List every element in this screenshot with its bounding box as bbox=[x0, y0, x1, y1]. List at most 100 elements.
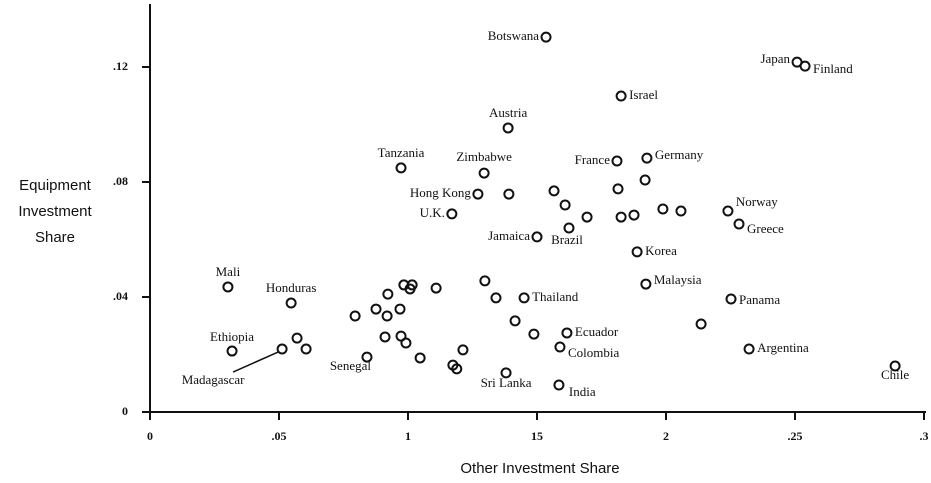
point bbox=[509, 315, 521, 327]
point bbox=[733, 218, 745, 230]
point-label: Germany bbox=[655, 147, 704, 162]
y-axis-label: Share bbox=[35, 229, 75, 246]
point bbox=[395, 162, 407, 174]
point bbox=[799, 60, 811, 72]
y-tick-label: .12 bbox=[113, 59, 128, 73]
point-label: Sri Lanka bbox=[481, 375, 532, 390]
point bbox=[612, 183, 624, 195]
point bbox=[657, 203, 669, 215]
point bbox=[639, 174, 651, 186]
point-label: Panama bbox=[739, 292, 780, 307]
point-label: Ecuador bbox=[575, 324, 619, 339]
point-label: Austria bbox=[489, 105, 528, 120]
point bbox=[503, 188, 515, 200]
point bbox=[300, 343, 312, 355]
point bbox=[285, 297, 297, 309]
point bbox=[889, 360, 901, 372]
point bbox=[611, 155, 623, 167]
x-tick-label: 0 bbox=[147, 429, 153, 443]
point-label: Madagascar bbox=[182, 372, 245, 387]
point-label: Hong Kong bbox=[410, 185, 472, 200]
y-tick-label: .08 bbox=[113, 174, 128, 188]
point-label: India bbox=[569, 384, 596, 399]
point bbox=[361, 351, 373, 363]
point bbox=[479, 275, 491, 287]
point bbox=[406, 279, 418, 291]
point bbox=[490, 292, 502, 304]
point-label: Colombia bbox=[568, 345, 620, 360]
point bbox=[581, 211, 593, 223]
x-tick-label: 2 bbox=[663, 429, 669, 443]
x-tick-label: .25 bbox=[788, 429, 803, 443]
point bbox=[615, 90, 627, 102]
point-label: Argentina bbox=[757, 340, 809, 355]
y-tick-label: 0 bbox=[122, 404, 128, 418]
point bbox=[222, 281, 234, 293]
point-label: Thailand bbox=[532, 289, 579, 304]
point-label: Greece bbox=[747, 221, 784, 236]
point bbox=[226, 345, 238, 357]
point bbox=[382, 288, 394, 300]
point bbox=[548, 185, 560, 197]
point bbox=[722, 205, 734, 217]
point bbox=[500, 367, 512, 379]
point bbox=[430, 282, 442, 294]
y-axis-label: Equipment bbox=[19, 177, 92, 194]
point bbox=[478, 167, 490, 179]
point bbox=[563, 222, 575, 234]
point bbox=[553, 379, 565, 391]
point-label: Zimbabwe bbox=[456, 149, 512, 164]
y-tick-label: .04 bbox=[113, 289, 128, 303]
point bbox=[528, 328, 540, 340]
point bbox=[531, 231, 543, 243]
y-axis-label: Investment bbox=[18, 203, 92, 220]
point-label: Norway bbox=[736, 194, 778, 209]
point bbox=[628, 209, 640, 221]
point bbox=[502, 122, 514, 134]
leader-line bbox=[232, 351, 279, 373]
point-label: Jamaica bbox=[488, 228, 530, 243]
point bbox=[641, 152, 653, 164]
point bbox=[615, 211, 627, 223]
point bbox=[743, 343, 755, 355]
point bbox=[381, 310, 393, 322]
x-tick-label: 15 bbox=[531, 429, 543, 443]
point-label: Korea bbox=[645, 243, 677, 258]
point-label: U.K. bbox=[420, 205, 445, 220]
point-label: Botswana bbox=[488, 28, 540, 43]
point-label: Ethiopia bbox=[210, 329, 254, 344]
point bbox=[400, 337, 412, 349]
point bbox=[518, 292, 530, 304]
x-axis-label: Other Investment Share bbox=[460, 460, 619, 477]
point-label: Mali bbox=[216, 264, 241, 279]
point-label: Chile bbox=[881, 367, 909, 382]
point-label: Brazil bbox=[551, 232, 583, 247]
point bbox=[379, 331, 391, 343]
x-tick-label: .3 bbox=[920, 429, 929, 443]
point bbox=[349, 310, 361, 322]
point bbox=[414, 352, 426, 364]
point bbox=[561, 327, 573, 339]
point-label: Honduras bbox=[266, 280, 317, 295]
point bbox=[675, 205, 687, 217]
x-tick-label: .05 bbox=[272, 429, 287, 443]
point bbox=[291, 332, 303, 344]
point bbox=[640, 278, 652, 290]
point bbox=[540, 31, 552, 43]
point bbox=[370, 303, 382, 315]
x-tick-label: 1 bbox=[405, 429, 411, 443]
point-label: Japan bbox=[760, 51, 790, 66]
point bbox=[394, 303, 406, 315]
point bbox=[446, 208, 458, 220]
point bbox=[725, 293, 737, 305]
point bbox=[695, 318, 707, 330]
point bbox=[559, 199, 571, 211]
point-label: Tanzania bbox=[378, 145, 425, 160]
point-label: Senegal bbox=[330, 358, 372, 373]
point-label: France bbox=[575, 152, 611, 167]
point bbox=[631, 246, 643, 258]
point-label: Israel bbox=[629, 87, 658, 102]
point bbox=[457, 344, 469, 356]
point bbox=[276, 343, 288, 355]
